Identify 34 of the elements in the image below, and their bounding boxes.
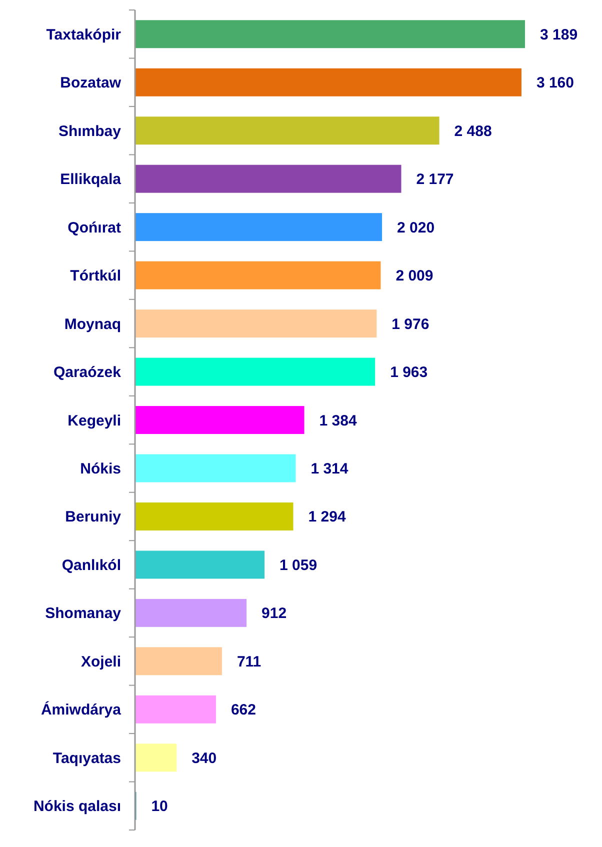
data-label: 1 059 [280, 556, 318, 574]
data-label: 340 [192, 750, 217, 767]
y-tick-label: Moynaq [64, 316, 121, 333]
y-tick-label: Taxtakópir [46, 26, 122, 44]
data-label: 1 976 [392, 316, 430, 333]
y-tick-label: Qanlıkól [62, 556, 121, 574]
data-label: 2 009 [396, 268, 434, 285]
data-label: 1 314 [310, 460, 349, 478]
data-label: 912 [262, 605, 287, 622]
y-tick-label: Shomanay [45, 605, 122, 622]
y-tick-label: Ellikqala [60, 171, 122, 188]
y-tick-label: Beruniy [65, 508, 122, 526]
y-tick-label: Tórtkúl [70, 268, 121, 285]
y-tick-label: Xojeli [80, 653, 121, 670]
y-tick-label: Nókis [80, 460, 121, 478]
y-tick-label: Qońırat [68, 219, 121, 236]
data-label: 662 [230, 702, 256, 719]
y-tick-label: Kegeyli [68, 412, 121, 430]
data-label: 10 [151, 798, 168, 816]
y-tick-label: Nókis qalası [33, 798, 121, 816]
data-label: 1 384 [319, 412, 358, 430]
y-tick-label: Qaraózek [53, 364, 122, 382]
y-tick-label: Shımbay [58, 122, 122, 140]
data-label: 1 963 [390, 364, 428, 382]
data-label: 2 177 [416, 171, 454, 188]
y-tick-label: Bozataw [60, 74, 122, 92]
y-tick-label: Taqıyatas [52, 750, 121, 767]
y-tick-label: Ámiwdárya [40, 700, 122, 719]
data-label: 711 [236, 653, 262, 670]
data-label: 2 020 [397, 219, 435, 236]
data-label: 1 294 [308, 508, 346, 526]
data-label: 3 160 [536, 74, 574, 92]
data-label: 3 189 [540, 26, 578, 44]
data-label: 2 488 [454, 122, 492, 140]
